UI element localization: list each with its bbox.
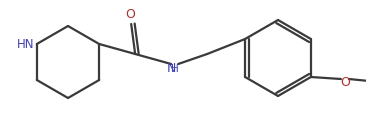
Text: HN: HN <box>17 38 34 52</box>
Text: N: N <box>167 62 176 75</box>
Text: O: O <box>125 8 135 22</box>
Text: O: O <box>340 76 350 89</box>
Text: H: H <box>171 64 179 74</box>
